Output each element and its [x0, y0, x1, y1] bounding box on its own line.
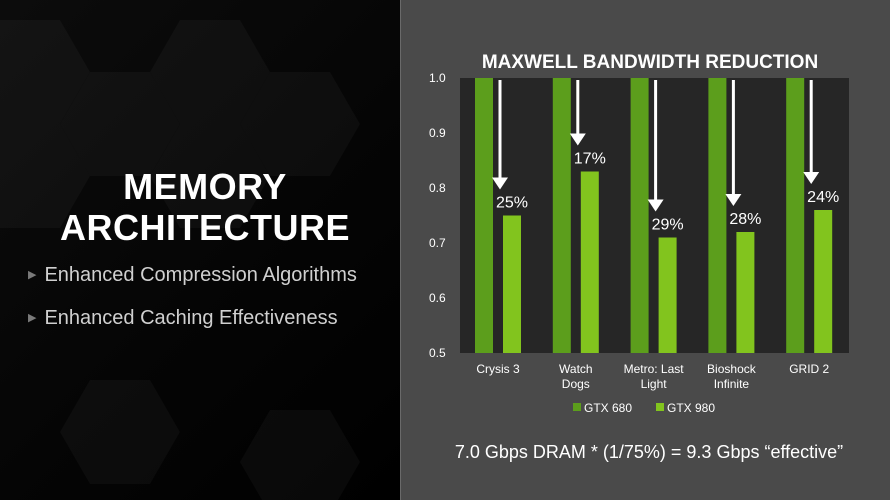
reduction-arrow-icon	[569, 133, 586, 146]
bar-gtx680	[786, 78, 805, 353]
category-label: Watch	[559, 362, 593, 376]
left-panel: MEMORY ARCHITECTURE ▶ Enhanced Compressio…	[0, 0, 400, 500]
legend-label-gtx680: GTX 680	[584, 401, 632, 415]
y-tick-label: 0.8	[429, 181, 446, 195]
slide-title-line1: MEMORY	[123, 166, 287, 207]
chart-title: MAXWELL BANDWIDTH REDUCTION	[482, 52, 818, 73]
bullet-text: Enhanced Caching Effectiveness	[44, 307, 338, 329]
hexagon-decoration	[60, 380, 180, 484]
legend-label-gtx980: GTX 980	[667, 401, 715, 415]
bar-gtx680	[552, 78, 571, 353]
bandwidth-formula: 7.0 Gbps DRAM * (1/75%) = 9.3 Gbps “effe…	[455, 442, 843, 462]
category-label: Light	[641, 377, 668, 391]
category-label: Bioshock	[707, 362, 757, 376]
bullet-item: ▶ Enhanced Compression Algorithms	[28, 264, 357, 287]
category-label: Crysis 3	[476, 362, 520, 376]
reduction-label: 29%	[652, 217, 684, 234]
slide-title: MEMORY ARCHITECTURE	[20, 166, 390, 248]
y-tick-label: 1.0	[429, 71, 446, 85]
category-label: Infinite	[714, 377, 750, 391]
bar-gtx980	[658, 237, 677, 353]
y-tick-label: 0.7	[429, 236, 446, 250]
bar-gtx980	[736, 232, 755, 353]
category-label: GRID 2	[789, 362, 829, 376]
legend-swatch-gtx680	[573, 403, 581, 411]
y-tick-label: 0.9	[429, 126, 446, 140]
reduction-arrow-icon	[647, 199, 664, 212]
reduction-arrow-icon	[725, 194, 742, 206]
right-panel: MAXWELL BANDWIDTH REDUCTION 1.0 0.9 0.8 0.7 0…	[400, 0, 890, 500]
bar-gtx980	[503, 215, 521, 353]
bar-gtx980	[580, 171, 599, 353]
bandwidth-chart: MAXWELL BANDWIDTH REDUCTION 1.0 0.9 0.8 0.7 0…	[429, 52, 849, 462]
y-tick-label: 0.6	[429, 291, 446, 305]
y-tick-label: 0.5	[429, 346, 446, 360]
category-label: Dogs	[562, 377, 590, 391]
bullet-text: Enhanced Compression Algorithms	[44, 264, 357, 286]
hexagon-decoration	[240, 410, 360, 500]
reduction-label: 24%	[807, 189, 839, 206]
bar-gtx680	[630, 78, 649, 353]
bullet-arrow-icon: ▶	[28, 269, 37, 281]
bar-gtx980	[814, 210, 833, 353]
reduction-arrow-icon	[492, 177, 508, 190]
bar-gtx680	[475, 78, 493, 353]
bullet-arrow-icon: ▶	[28, 312, 37, 324]
bar-gtx680	[708, 78, 727, 353]
bullet-item: ▶ Enhanced Caching Effectiveness	[28, 307, 338, 330]
reduction-label: 25%	[496, 195, 528, 212]
reduction-arrow-icon	[803, 172, 820, 184]
legend-swatch-gtx980	[656, 403, 664, 411]
reduction-label: 17%	[574, 151, 606, 168]
category-label: Metro: Last	[624, 362, 685, 376]
slide-title-line2: ARCHITECTURE	[60, 207, 350, 248]
reduction-label: 28%	[729, 211, 761, 228]
